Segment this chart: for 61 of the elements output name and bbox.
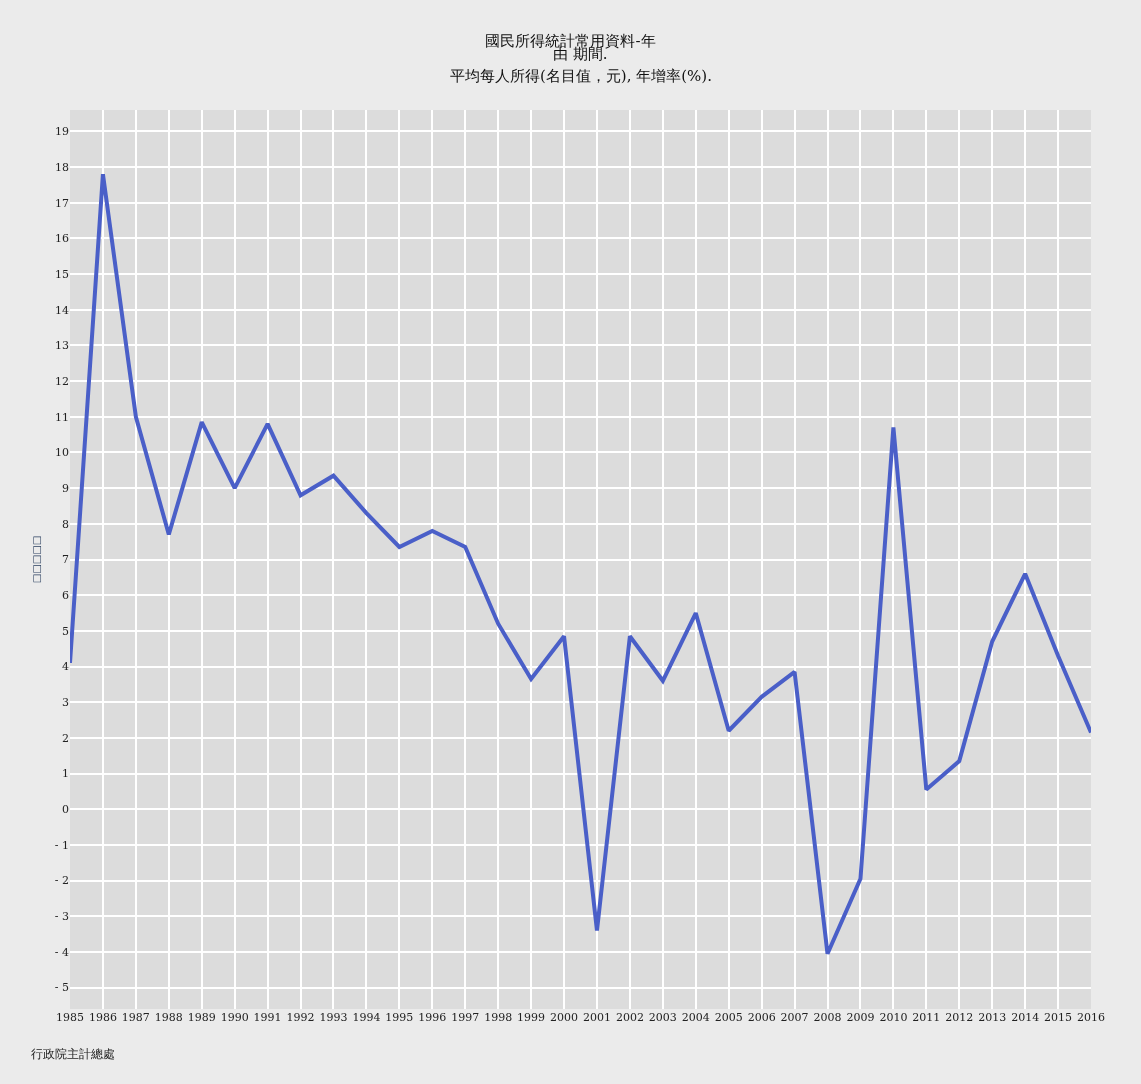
x-tick-label: 2001 [582, 1011, 611, 1024]
x-tick-label: 1991 [253, 1011, 282, 1024]
y-tick-label: 15 [55, 267, 69, 281]
x-tick-label: 1987 [121, 1011, 150, 1024]
y-tick-label: 9 [62, 482, 69, 495]
x-tick-label: 1997 [451, 1011, 480, 1024]
x-tick-label: 1990 [220, 1011, 249, 1024]
y-tick-label: 8 [62, 517, 69, 531]
x-tick-label: 1994 [352, 1011, 381, 1024]
y-tick-label: - 5 [54, 981, 69, 995]
x-tick-label: 2006 [747, 1011, 776, 1024]
y-tick-label: 14 [55, 303, 69, 317]
y-tick-label: 0 [62, 803, 69, 817]
x-tick-label: 2010 [879, 1011, 908, 1024]
y-tick-label: 5 [62, 624, 69, 638]
y-tick-label: 12 [55, 374, 69, 388]
y-tick-label: 18 [55, 160, 69, 174]
x-tick-label: 2003 [648, 1011, 677, 1024]
x-tick-label: 1995 [385, 1011, 414, 1024]
x-tick-label: 1996 [418, 1011, 447, 1024]
x-tick-label: 1988 [154, 1011, 183, 1024]
y-tick-label: 7 [62, 553, 69, 567]
x-tick-label: 2011 [912, 1011, 941, 1024]
y-tick-label: - 2 [54, 874, 69, 888]
text: 行政院主計總處 [31, 1047, 115, 1061]
x-tick-label: 1992 [286, 1011, 315, 1024]
y-tick-label: 3 [62, 696, 69, 710]
text: 平均每人所得(名目值，元), 年增率(%). [450, 67, 712, 85]
x-tick-label: 1999 [517, 1011, 546, 1024]
y-tick-label: - 1 [54, 838, 69, 852]
x-tick-label: 1989 [187, 1011, 216, 1024]
y-tick-label: - 4 [54, 945, 69, 959]
x-tick-label: 2014 [1011, 1011, 1040, 1024]
x-tick-label: 2007 [780, 1011, 809, 1024]
x-tick-label: 2000 [550, 1011, 579, 1024]
y-tick-label: 2 [62, 731, 69, 745]
y-tick-label: - 3 [54, 910, 69, 924]
x-tick-label: 2009 [846, 1011, 875, 1024]
y-tick-label: 19 [55, 125, 69, 139]
x-tick-label: 1986 [88, 1011, 117, 1024]
x-tick-label: 2008 [813, 1011, 842, 1024]
x-tick-label: 2005 [714, 1011, 743, 1024]
x-tick-label: 2016 [1077, 1011, 1105, 1024]
x-tick-label: 2004 [681, 1011, 710, 1024]
x-tick-label: 2015 [1044, 1011, 1073, 1024]
x-tick-label: 1993 [319, 1011, 348, 1024]
line-series [70, 172, 1091, 956]
x-tick-label: 2012 [945, 1011, 974, 1024]
y-tick-label: 17 [55, 196, 69, 210]
y-tick-label: 16 [55, 232, 69, 246]
y-tick-label: 4 [62, 660, 69, 674]
y-tick-label: 1 [62, 767, 69, 781]
y-tick-label: 6 [62, 589, 69, 603]
x-tick-label: 2013 [978, 1011, 1007, 1024]
x-tick-label: 1985 [56, 1011, 84, 1024]
y-axis-title: □□□□□ [30, 535, 42, 584]
y-tick-label: 11 [55, 410, 69, 424]
x-tick-label: 1998 [484, 1011, 513, 1024]
y-tick-label: 13 [55, 339, 69, 353]
y-tick-label: 10 [55, 446, 69, 460]
x-tick-label: 2002 [615, 1011, 644, 1024]
